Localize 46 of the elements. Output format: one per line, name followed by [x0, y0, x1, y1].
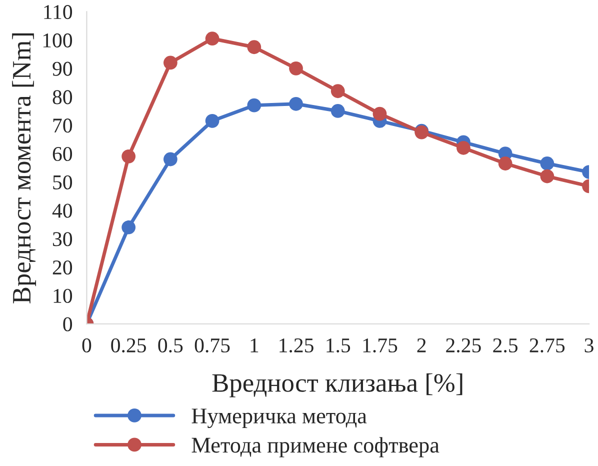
x-tick-label: 1.5 — [326, 338, 350, 353]
x-tick-label: 2.75 — [530, 338, 565, 353]
point — [247, 40, 262, 54]
point — [330, 84, 345, 98]
point — [289, 96, 303, 111]
y-tick-label: 60 — [52, 146, 72, 161]
point — [540, 156, 554, 170]
x-tick-label: 1.75 — [363, 338, 398, 353]
y-tick-label: 100 — [43, 33, 72, 48]
y-tick-label: 70 — [53, 118, 72, 133]
x-tick-label: 0.5 — [158, 338, 183, 353]
y-tick-label: 30 — [52, 232, 72, 246]
y-tick-label: 50 — [53, 175, 72, 190]
point — [205, 114, 220, 128]
legend-label: Нумеричка метода — [192, 408, 367, 428]
x-tick-label: 1.25 — [280, 338, 314, 353]
x-tick-label: 2.5 — [493, 338, 518, 353]
point — [372, 106, 387, 121]
y-tick-label: 10 — [54, 288, 72, 303]
x-tick-label: 0.75 — [194, 338, 230, 353]
x-tick-label: 1 — [250, 338, 258, 352]
x-tick-label: 0 — [82, 338, 92, 352]
y-tick-label: 0 — [63, 317, 72, 332]
point — [205, 32, 220, 46]
x-tick-label: 3 — [584, 338, 594, 352]
y-axis-title: Вредност момента [Nm] — [12, 33, 36, 304]
point — [498, 156, 512, 170]
point — [122, 149, 136, 164]
x-axis-title: Вредност клизања [%] — [212, 373, 462, 398]
x-tick-label: 2.25 — [446, 338, 481, 353]
point — [330, 104, 345, 118]
x-tick-label: 2 — [417, 338, 426, 352]
y-tick-label: 90 — [52, 62, 72, 76]
point — [456, 140, 470, 155]
y-tick-label: 20 — [52, 260, 72, 275]
point — [122, 220, 136, 234]
y-tick-label: 110 — [44, 5, 72, 20]
y-tick-label: 40 — [52, 204, 72, 218]
point — [163, 152, 178, 166]
point — [163, 56, 178, 70]
x-tick-label: 0.25 — [111, 338, 146, 353]
legend-label: Метода примене софтвера — [192, 437, 440, 458]
point — [540, 169, 554, 184]
point — [247, 98, 262, 112]
point — [289, 61, 303, 76]
y-tick-label: 80 — [52, 90, 72, 104]
